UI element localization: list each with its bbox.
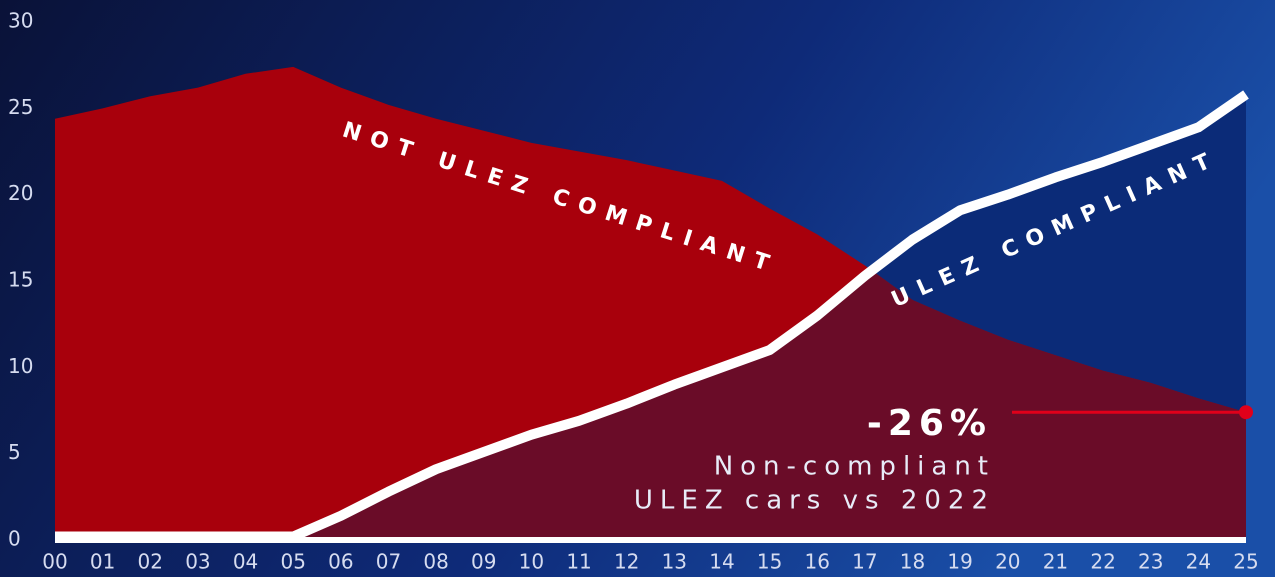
x-tick-label: 23 [1138, 550, 1163, 574]
x-tick-label: 20 [995, 550, 1020, 574]
y-tick-label: 10 [8, 354, 33, 378]
x-tick-label: 10 [519, 550, 544, 574]
y-tick-label: 25 [8, 95, 33, 119]
y-tick-label: 20 [8, 181, 33, 205]
x-tick-label: 01 [90, 550, 115, 574]
x-tick-label: 12 [614, 550, 639, 574]
x-tick-label: 11 [566, 550, 591, 574]
annotation-text: Non-compliant [714, 452, 995, 482]
y-tick-label: 15 [8, 268, 33, 292]
x-tick-label: 05 [280, 550, 305, 574]
y-tick-label: 5 [8, 440, 21, 464]
x-tick-label: 19 [947, 550, 972, 574]
x-tick-label: 21 [1043, 550, 1068, 574]
annotation-text: ULEZ cars vs 2022 [634, 486, 995, 516]
x-tick-label: 08 [423, 550, 448, 574]
x-tick-label: 24 [1186, 550, 1211, 574]
compliant-line [55, 90, 1249, 542]
x-tick-label: 16 [805, 550, 830, 574]
x-tick-label: 02 [138, 550, 163, 574]
x-tick-label: 25 [1233, 550, 1258, 574]
annotation-value: -26% [867, 403, 992, 444]
x-tick-label: 06 [328, 550, 353, 574]
x-tick-label: 14 [709, 550, 734, 574]
x-tick-label: 04 [233, 550, 258, 574]
x-tick-label: 07 [376, 550, 401, 574]
x-tick-label: 22 [1090, 550, 1115, 574]
x-tick-label: 15 [757, 550, 782, 574]
y-tick-label: 0 [8, 527, 21, 551]
x-tick-label: 13 [662, 550, 687, 574]
annotation-dot [1239, 405, 1253, 420]
x-tick-label: 18 [900, 550, 925, 574]
x-tick-label: 17 [852, 550, 877, 574]
x-tick-label: 03 [185, 550, 210, 574]
y-tick-label: 30 [8, 9, 33, 33]
x-tick-label: 00 [42, 550, 67, 574]
x-tick-label: 09 [471, 550, 496, 574]
